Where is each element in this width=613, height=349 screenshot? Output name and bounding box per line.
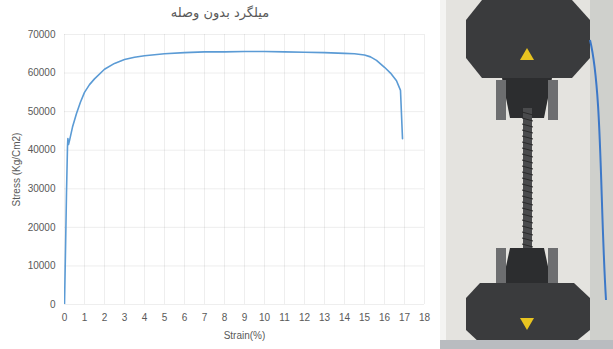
svg-text:14: 14 bbox=[339, 312, 351, 323]
svg-text:40000: 40000 bbox=[28, 144, 56, 155]
svg-text:10000: 10000 bbox=[28, 260, 56, 271]
svg-text:Strain(%): Strain(%) bbox=[224, 330, 266, 341]
svg-text:2: 2 bbox=[102, 312, 108, 323]
svg-text:16: 16 bbox=[379, 312, 391, 323]
svg-text:5: 5 bbox=[162, 312, 168, 323]
svg-text:10: 10 bbox=[259, 312, 271, 323]
svg-text:4: 4 bbox=[142, 312, 148, 323]
svg-text:18: 18 bbox=[419, 312, 431, 323]
svg-text:50000: 50000 bbox=[28, 106, 56, 117]
svg-text:8: 8 bbox=[222, 312, 228, 323]
svg-text:13: 13 bbox=[319, 312, 331, 323]
svg-text:3: 3 bbox=[122, 312, 128, 323]
svg-text:17: 17 bbox=[399, 312, 411, 323]
svg-text:20000: 20000 bbox=[28, 222, 56, 233]
svg-text:60000: 60000 bbox=[28, 67, 56, 78]
svg-text:7: 7 bbox=[202, 312, 208, 323]
svg-text:0: 0 bbox=[62, 312, 68, 323]
svg-text:15: 15 bbox=[359, 312, 371, 323]
html-text:میلگرد بدون وصله: میلگرد بدون وصله bbox=[170, 5, 270, 20]
svg-text:Stress (Kg/Cm2): Stress (Kg/Cm2) bbox=[11, 133, 22, 207]
svg-text:6: 6 bbox=[182, 312, 188, 323]
svg-text:1: 1 bbox=[82, 312, 88, 323]
svg-text:12: 12 bbox=[299, 312, 311, 323]
svg-text:11: 11 bbox=[279, 312, 290, 323]
svg-text:70000: 70000 bbox=[28, 29, 56, 40]
svg-text:9: 9 bbox=[242, 312, 248, 323]
svg-text:30000: 30000 bbox=[28, 183, 56, 194]
svg-text:0: 0 bbox=[50, 299, 56, 310]
